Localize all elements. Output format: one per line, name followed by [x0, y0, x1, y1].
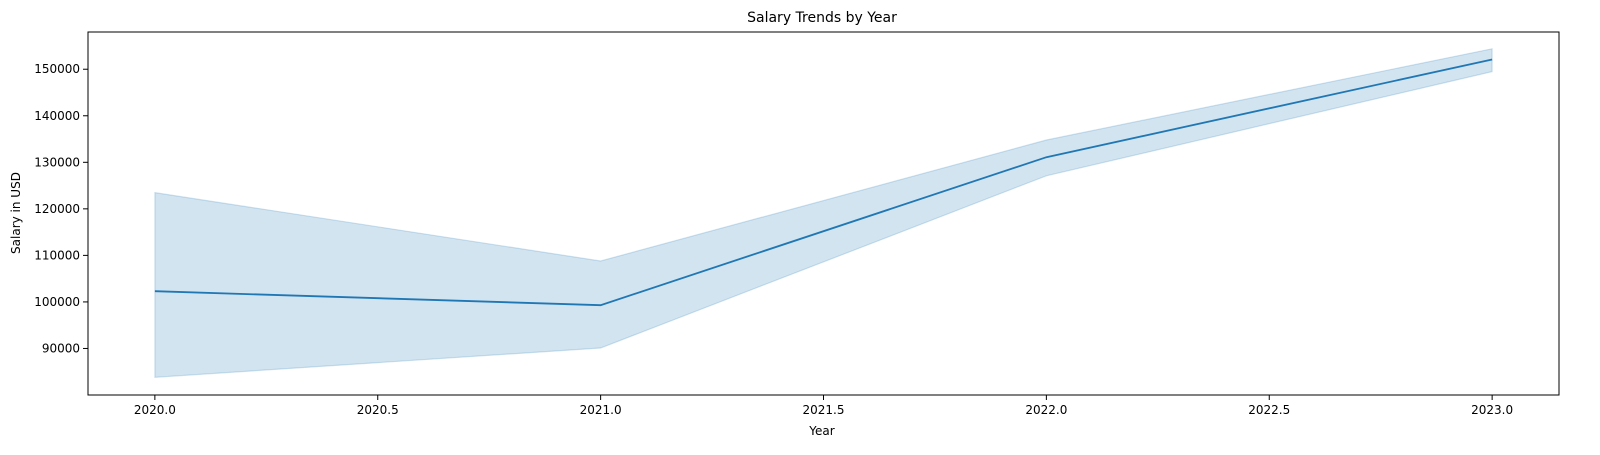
x-tick-label: 2022.0 [1025, 403, 1067, 417]
y-tick-label: 150000 [34, 62, 80, 76]
x-tick-label: 2020.0 [134, 403, 176, 417]
x-tick-label: 2021.5 [803, 403, 845, 417]
y-tick-label: 130000 [34, 155, 80, 169]
x-tick-label: 2020.5 [357, 403, 399, 417]
confidence-band [154, 48, 1493, 378]
x-tick-label: 2023.0 [1471, 403, 1513, 417]
x-axis-label: Year [808, 424, 834, 438]
series-line [154, 58, 1493, 307]
y-axis: 90000 100000 110000 120000 130000 140000 15000… [34, 62, 88, 355]
y-tick-label: 90000 [42, 341, 80, 355]
x-tick-label: 2022.5 [1248, 403, 1290, 417]
x-tick-label: 2021.0 [580, 403, 622, 417]
y-tick-label: 100000 [34, 295, 80, 309]
y-axis-label: Salary in USD [9, 172, 23, 254]
chart-title: Salary Trends by Year [747, 10, 897, 26]
y-tick-label: 140000 [34, 109, 80, 123]
y-tick-label: 110000 [34, 248, 80, 262]
y-tick-label: 120000 [34, 202, 80, 216]
plot-area [154, 48, 1493, 378]
x-axis: 2020.0 2020.5 2021.0 2021.5 2022.0 2022.5 2023… [134, 395, 1513, 417]
